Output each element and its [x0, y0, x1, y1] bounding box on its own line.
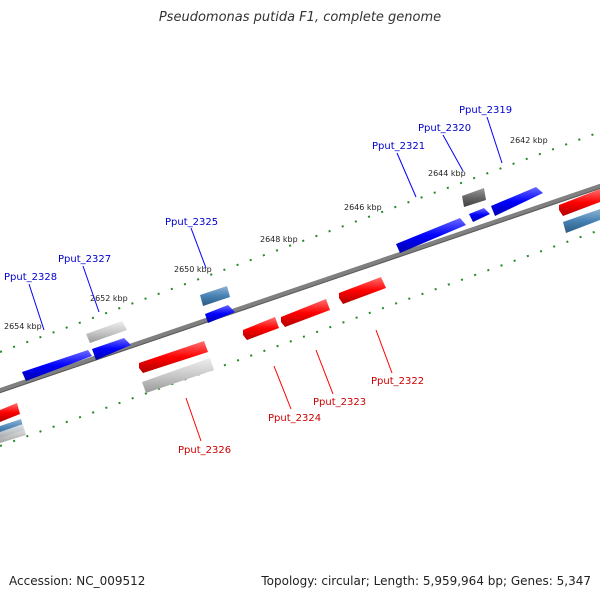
gene-label-pput-2322[interactable]: Pput_2322: [371, 376, 424, 387]
gene-label-pput-2325[interactable]: Pput_2325: [165, 217, 218, 228]
map-title: Pseudomonas putida F1, complete genome: [158, 10, 442, 25]
callout-line-pput-2326: [185, 397, 202, 442]
gene-steelblue-feature-b[interactable]: [563, 209, 600, 233]
gene-label-pput-2327[interactable]: Pput_2327: [58, 254, 111, 265]
callout-line-pput-2323: [315, 349, 334, 395]
scale-label-2648: 2648 kbp: [260, 235, 298, 244]
gene-red-feature-left[interactable]: [0, 403, 20, 422]
reverse-gene-labels: Pput_2322 Pput_2323 Pput_2324 Pput_2326: [178, 376, 424, 456]
gene-label-pput-2324[interactable]: Pput_2324: [268, 413, 321, 424]
gene-pput-2328-arrow[interactable]: [22, 350, 92, 381]
accession-text: Accession: NC_009512: [9, 574, 146, 588]
gene-label-pput-2323[interactable]: Pput_2323: [313, 397, 366, 408]
scale-label-2654: 2654 kbp: [4, 322, 42, 331]
gene-label-pput-2328[interactable]: Pput_2328: [4, 272, 57, 283]
scale-label-2652: 2652 kbp: [90, 294, 128, 303]
scale-ticks-upper: [0, 131, 600, 353]
callout-line-pput-2328: [28, 283, 45, 331]
scale-label-2650: 2650 kbp: [174, 265, 212, 274]
gene-dark-feature[interactable]: [462, 188, 486, 207]
gene-pput-2323-arrow[interactable]: [281, 299, 330, 327]
gene-label-pput-2319[interactable]: Pput_2319: [459, 105, 512, 116]
gene-pput-2327-arrow[interactable]: [92, 338, 131, 360]
reverse-features: [0, 189, 600, 443]
gene-grey-feature[interactable]: [86, 321, 127, 343]
gene-pput-2319-arrow[interactable]: [491, 187, 543, 216]
scale-label-2646: 2646 kbp: [344, 203, 382, 212]
callout-lines: [28, 116, 503, 442]
forward-gene-labels: Pput_2319 Pput_2320 Pput_2321 Pput_2325 …: [4, 105, 512, 283]
gene-pput-2321-arrow[interactable]: [396, 218, 466, 253]
gene-label-pput-2320[interactable]: Pput_2320: [418, 123, 471, 134]
callout-line-pput-2320: [442, 134, 464, 172]
callout-line-pput-2322: [375, 329, 393, 374]
gene-grey-feature-left[interactable]: [0, 424, 26, 443]
gene-label-pput-2326[interactable]: Pput_2326: [178, 445, 231, 456]
scale-labels: 2642 kbp 2644 kbp 2646 kbp 2648 kbp 2650…: [4, 136, 548, 331]
callout-line-pput-2325: [190, 227, 207, 269]
genome-summary-text: Topology: circular; Length: 5,959,964 bp…: [261, 574, 591, 588]
scale-label-2644: 2644 kbp: [428, 169, 466, 178]
scale-label-2642: 2642 kbp: [510, 136, 548, 145]
gene-red-feature-right[interactable]: [559, 189, 600, 216]
gene-steelblue-feature-a[interactable]: [200, 286, 230, 306]
gene-pput-2322-arrow[interactable]: [339, 277, 386, 304]
gene-label-pput-2321[interactable]: Pput_2321: [372, 141, 425, 152]
forward-features: [22, 187, 600, 381]
callout-line-pput-2324: [273, 365, 292, 410]
gene-pput-2325-arrow[interactable]: [205, 305, 235, 323]
gene-pput-2324-arrow[interactable]: [243, 317, 279, 340]
genome-backbone: [0, 183, 600, 394]
callout-line-pput-2319: [486, 116, 503, 164]
genome-backbone-shadow: [0, 187, 600, 394]
gene-pput-2326-arrow[interactable]: [139, 341, 208, 373]
gene-grey-feature-lower[interactable]: [142, 358, 214, 393]
callout-line-pput-2321: [396, 152, 417, 198]
callout-line-pput-2327: [82, 265, 100, 313]
gene-pput-2320-arrow[interactable]: [469, 208, 490, 222]
